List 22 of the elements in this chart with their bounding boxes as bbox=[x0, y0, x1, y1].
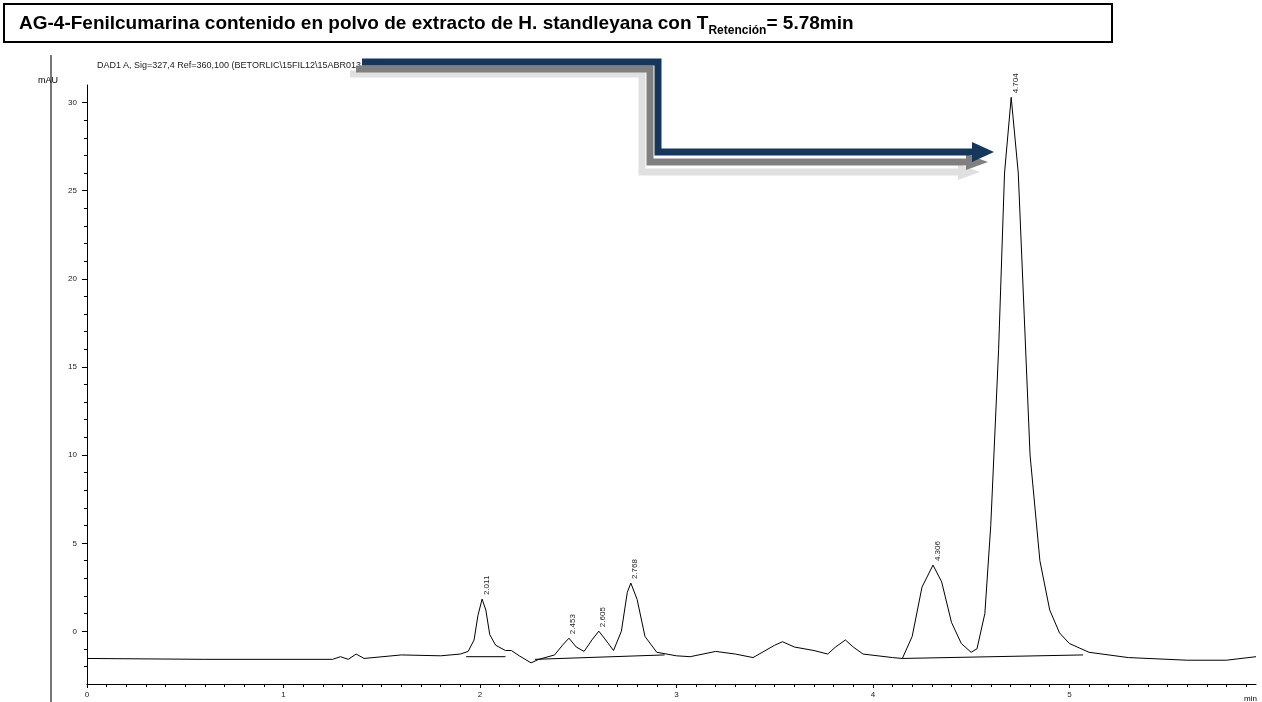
y-tick-label: 30 bbox=[68, 98, 78, 108]
x-tick-label: 0 bbox=[84, 689, 90, 699]
y-tick-label: 25 bbox=[68, 186, 78, 196]
annotation: 4.306 bbox=[932, 540, 942, 562]
y-tick-label: 0 bbox=[72, 626, 78, 636]
x-tick-label: 4 bbox=[870, 689, 876, 699]
annotation: 2.453 bbox=[568, 613, 578, 635]
annotation: 4.704 bbox=[1010, 72, 1020, 94]
y-tick-label: 20 bbox=[68, 274, 78, 284]
x-tick-label: 2 bbox=[477, 689, 483, 699]
y-tick-label: 5 bbox=[72, 538, 78, 548]
y-tick-label: 10 bbox=[68, 450, 78, 460]
y-axis-title: mAU bbox=[38, 75, 58, 85]
chart-title: AG-4-Fenilcumarina contenido en polvo de extracto de H. standleyana con T$_{Retención}$= 5.78min bbox=[3, 3, 1113, 43]
annotation: 2.605 bbox=[598, 606, 608, 628]
annotation: 2.768 bbox=[630, 558, 640, 580]
x-tick-label: 1 bbox=[281, 689, 287, 699]
x-tick-label: 5 bbox=[1067, 689, 1073, 699]
y-tick-label: 15 bbox=[68, 362, 78, 372]
annotation: 2.011 bbox=[481, 575, 491, 596]
x-axis-title: min bbox=[1244, 693, 1257, 702]
x-tick-label: 3 bbox=[674, 689, 680, 699]
